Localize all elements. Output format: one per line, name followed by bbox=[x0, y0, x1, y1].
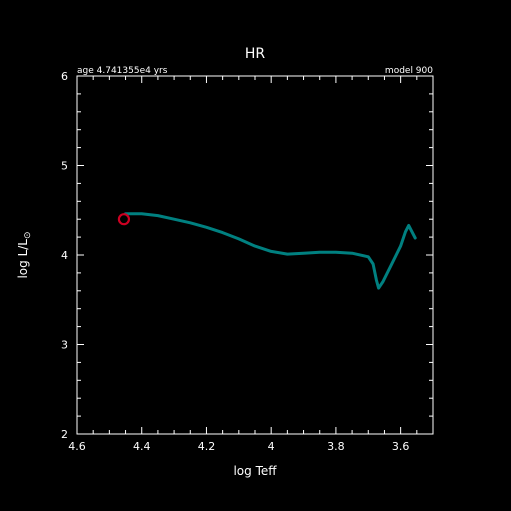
axis-tick-labels: 4.6 4.4 4.2 4 3.8 3.6 2 3 4 5 6 bbox=[61, 70, 409, 453]
y-tick-label: 2 bbox=[61, 428, 68, 441]
age-annotation: age 4.741355e4 yrs bbox=[77, 66, 168, 76]
x-tick-label: 4.2 bbox=[198, 440, 216, 453]
y-tick-label: 4 bbox=[61, 249, 68, 262]
axis-ticks bbox=[76, 75, 434, 435]
current-point-circle bbox=[117, 213, 131, 226]
y-tick-label: 3 bbox=[61, 339, 68, 352]
x-tick-label: 3.8 bbox=[327, 440, 345, 453]
chart-title: HR bbox=[245, 46, 266, 62]
y-axis-label-subscript: ⊙ bbox=[23, 231, 33, 239]
y-tick-label: 5 bbox=[61, 160, 68, 173]
y-axis-label-group: log L/L⊙ bbox=[16, 231, 33, 278]
evolution-track bbox=[124, 212, 417, 290]
plot-frame bbox=[76, 75, 434, 435]
x-tick-label: 4 bbox=[268, 440, 275, 453]
x-tick-label: 4.4 bbox=[133, 440, 151, 453]
x-axis-label: log Teff bbox=[233, 464, 277, 478]
x-tick-label: 3.6 bbox=[392, 440, 410, 453]
x-tick-label: 4.6 bbox=[68, 440, 86, 453]
current-model-marker bbox=[117, 213, 131, 226]
model-annotation: model 900 bbox=[385, 66, 433, 76]
y-axis-label: log L/L⊙ bbox=[16, 231, 33, 278]
track-line bbox=[124, 212, 417, 290]
y-axis-label-main: log L/L bbox=[16, 239, 30, 279]
plot-area-border bbox=[76, 75, 434, 435]
y-tick-label: 6 bbox=[61, 70, 68, 83]
